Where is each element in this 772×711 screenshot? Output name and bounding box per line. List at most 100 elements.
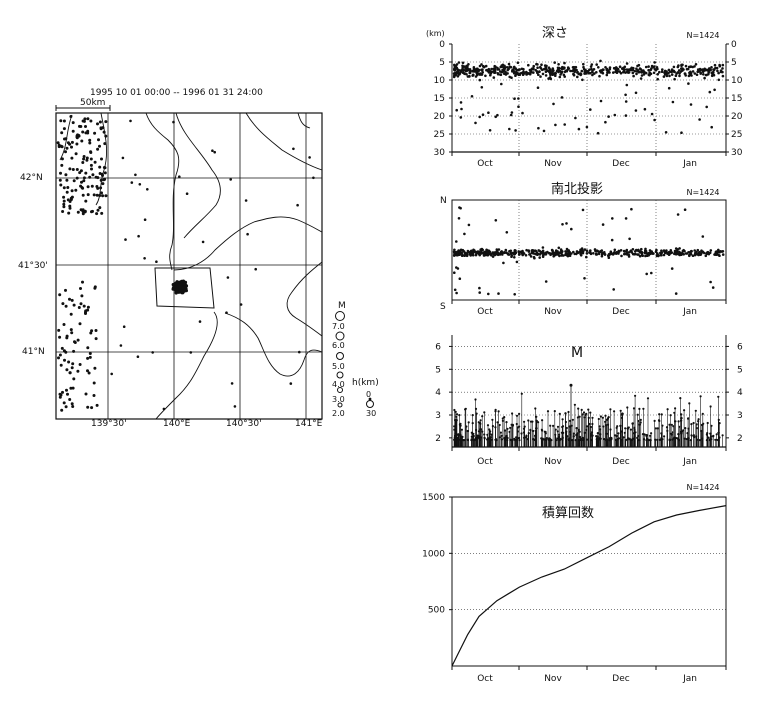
hypocenter-point bbox=[614, 70, 618, 74]
epicenter-dot bbox=[95, 185, 99, 188]
epicenter-dot bbox=[81, 209, 85, 213]
magnitude-marker bbox=[466, 438, 469, 441]
hypocenter-point bbox=[554, 74, 557, 77]
hypocenter-point bbox=[691, 70, 695, 73]
magnitude-marker bbox=[572, 435, 575, 438]
hypocenter-point bbox=[634, 109, 638, 112]
projection-point bbox=[515, 260, 519, 264]
hypocenter-point bbox=[635, 69, 639, 73]
y-tick-label: 5 bbox=[435, 365, 441, 375]
hypocenter-point bbox=[563, 123, 566, 126]
magnitude-marker bbox=[660, 432, 663, 435]
magnitude-marker bbox=[561, 418, 564, 421]
magnitude-marker bbox=[639, 418, 642, 421]
epicenter-dot bbox=[66, 186, 70, 189]
magnitude-marker bbox=[670, 423, 673, 426]
magnitude-marker bbox=[466, 429, 469, 433]
projection-point bbox=[530, 250, 534, 253]
hypocenter-point bbox=[532, 67, 535, 70]
epicenter-dot bbox=[155, 260, 158, 264]
projection-point bbox=[462, 250, 466, 253]
magnitude-marker bbox=[488, 432, 491, 435]
epicenter-dot bbox=[68, 206, 72, 210]
epicenter-dot bbox=[289, 382, 293, 385]
magnitude-marker bbox=[638, 407, 641, 410]
hypocenter-point bbox=[506, 72, 509, 75]
magnitude-marker bbox=[645, 434, 648, 438]
projection-point bbox=[559, 251, 562, 254]
hypocenter-point bbox=[521, 73, 525, 76]
hypocenter-point bbox=[579, 72, 583, 76]
magnitude-marker bbox=[549, 424, 552, 427]
hypocenter-point bbox=[537, 126, 540, 130]
epicenter-dot bbox=[65, 190, 69, 194]
magnitude-marker bbox=[684, 427, 687, 430]
projection-point bbox=[705, 251, 709, 254]
hypocenter-point bbox=[718, 63, 721, 67]
plot-frame bbox=[451, 199, 727, 301]
magnitude-marker bbox=[503, 437, 506, 440]
projection-point bbox=[664, 250, 668, 254]
epicenter-dot bbox=[98, 194, 102, 197]
epicenter-dot bbox=[67, 360, 71, 364]
projection-point bbox=[521, 253, 524, 257]
hypocenter-point bbox=[591, 69, 594, 73]
epicenter-dot bbox=[70, 189, 74, 193]
map-legend bbox=[335, 311, 374, 408]
magnitude-marker bbox=[558, 412, 561, 415]
epicenter-dot bbox=[62, 401, 66, 405]
magnitude-marker bbox=[687, 417, 690, 420]
epicenter-dot bbox=[70, 366, 74, 370]
y-tick-label-right: 6 bbox=[737, 342, 743, 352]
projection-point bbox=[588, 251, 591, 254]
hypocenter-point bbox=[625, 70, 629, 74]
hypocenter-point bbox=[494, 115, 498, 119]
y-tick-label-right: 30 bbox=[731, 148, 743, 158]
epicenter-dot bbox=[134, 173, 137, 177]
epicenter-dot bbox=[86, 193, 90, 197]
coastline bbox=[173, 216, 323, 271]
epicenter-dot bbox=[76, 338, 80, 342]
magnitude-marker bbox=[455, 415, 458, 418]
magnitude-marker bbox=[597, 417, 600, 421]
epicenter-dot bbox=[308, 156, 311, 159]
y-tick-label-right: 15 bbox=[731, 94, 742, 104]
hypocenter-point bbox=[653, 118, 656, 122]
hypocenter-point bbox=[598, 74, 601, 78]
magnitude-marker bbox=[602, 425, 605, 428]
epicenter-map bbox=[55, 105, 323, 420]
hypocenter-point bbox=[660, 70, 664, 73]
magnitude-marker bbox=[587, 416, 590, 419]
projection-point bbox=[628, 237, 631, 241]
magnitude-marker bbox=[674, 407, 677, 410]
projection-point bbox=[491, 255, 495, 258]
projection-point bbox=[613, 251, 616, 254]
projection-point bbox=[455, 291, 458, 295]
epicenter-dot bbox=[58, 353, 62, 357]
magnitude-marker bbox=[506, 427, 509, 430]
epicenter-dot bbox=[91, 173, 95, 177]
projection-point bbox=[534, 252, 537, 256]
hypocenter-point bbox=[538, 70, 541, 73]
hypocenter-point bbox=[552, 72, 555, 76]
magnitude-marker bbox=[591, 416, 594, 419]
projection-point bbox=[504, 248, 508, 252]
projection-point bbox=[478, 291, 482, 294]
projection-point bbox=[457, 217, 461, 220]
epicenter-dot bbox=[81, 161, 85, 164]
projection-point bbox=[633, 250, 637, 253]
projection-point bbox=[482, 254, 486, 257]
hypocenter-point bbox=[589, 65, 593, 68]
projection-point bbox=[650, 271, 653, 275]
magnitude-marker bbox=[616, 425, 619, 428]
y-tick-label-right: 3 bbox=[737, 411, 743, 421]
epicenter-dot bbox=[80, 139, 84, 143]
epicenter-dot bbox=[65, 178, 69, 182]
epicenter-dot bbox=[95, 193, 99, 197]
hypocenter-point bbox=[581, 78, 584, 82]
hypocenter-point bbox=[687, 82, 690, 85]
epicenter-dot bbox=[130, 181, 134, 184]
hypocenter-point bbox=[710, 125, 713, 129]
projection-point bbox=[640, 247, 643, 251]
hypocenter-point bbox=[693, 65, 696, 68]
